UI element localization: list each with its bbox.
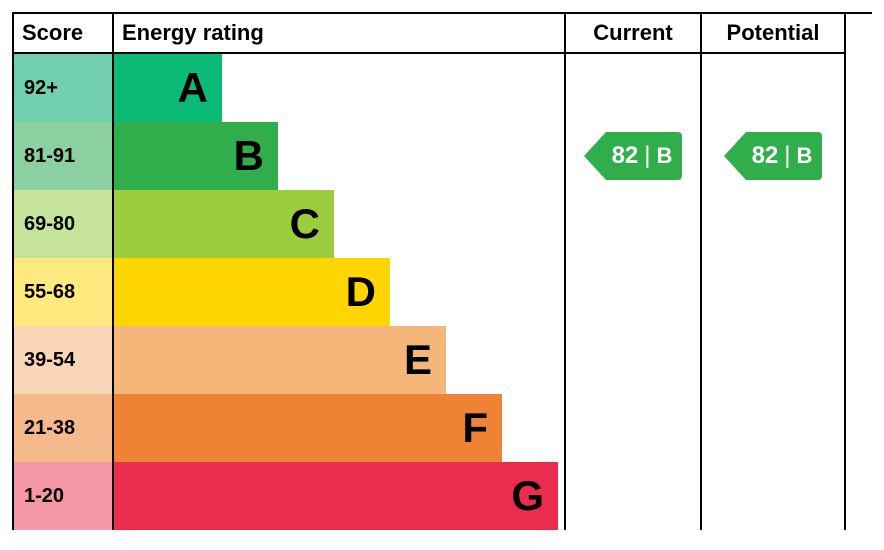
rating-bar-cell: D bbox=[114, 258, 566, 326]
rating-pointer: 82|B bbox=[724, 132, 823, 180]
rating-bar-cell: G bbox=[114, 462, 566, 530]
rating-pointer: 82|B bbox=[584, 132, 683, 180]
rating-bar-f: F bbox=[114, 394, 502, 462]
score-range: 21-38 bbox=[14, 394, 114, 462]
header-rating: Energy rating bbox=[114, 14, 566, 54]
current-cell bbox=[566, 54, 702, 122]
header-potential: Potential bbox=[702, 14, 846, 54]
rating-letter: G bbox=[511, 472, 544, 520]
pointer-score: 82 bbox=[752, 142, 779, 170]
potential-cell bbox=[702, 394, 846, 462]
potential-cell bbox=[702, 190, 846, 258]
current-cell bbox=[566, 462, 702, 530]
rating-bar-cell: C bbox=[114, 190, 566, 258]
rating-bar-cell: F bbox=[114, 394, 566, 462]
current-cell bbox=[566, 326, 702, 394]
potential-cell: 82|B bbox=[702, 122, 846, 190]
header-score: Score bbox=[14, 14, 114, 54]
potential-cell bbox=[702, 462, 846, 530]
rating-letter: E bbox=[404, 336, 432, 384]
rating-bar-cell: E bbox=[114, 326, 566, 394]
potential-cell bbox=[702, 258, 846, 326]
score-range: 1-20 bbox=[14, 462, 114, 530]
score-range: 69-80 bbox=[14, 190, 114, 258]
score-range: 39-54 bbox=[14, 326, 114, 394]
potential-cell bbox=[702, 54, 846, 122]
rating-bar-d: D bbox=[114, 258, 390, 326]
rating-bar-g: G bbox=[114, 462, 558, 530]
pointer-letter: B bbox=[797, 143, 813, 169]
current-cell: 82|B bbox=[566, 122, 702, 190]
rating-bar-b: B bbox=[114, 122, 278, 190]
rating-letter: F bbox=[462, 404, 488, 452]
energy-rating-chart: Score Energy rating Current Potential 92… bbox=[12, 12, 872, 530]
rating-bar-c: C bbox=[114, 190, 334, 258]
rating-bar-e: E bbox=[114, 326, 446, 394]
rating-bar-a: A bbox=[114, 54, 222, 122]
score-range: 55-68 bbox=[14, 258, 114, 326]
rating-letter: C bbox=[290, 200, 320, 248]
rating-letter: D bbox=[346, 268, 376, 316]
score-range: 81-91 bbox=[14, 122, 114, 190]
current-cell bbox=[566, 190, 702, 258]
pointer-letter: B bbox=[657, 143, 673, 169]
rating-bar-cell: A bbox=[114, 54, 566, 122]
rating-letter: A bbox=[178, 64, 208, 112]
potential-cell bbox=[702, 326, 846, 394]
rating-bar-cell: B bbox=[114, 122, 566, 190]
current-cell bbox=[566, 394, 702, 462]
pointer-score: 82 bbox=[612, 142, 639, 170]
header-current: Current bbox=[566, 14, 702, 54]
rating-letter: B bbox=[234, 132, 264, 180]
current-cell bbox=[566, 258, 702, 326]
score-range: 92+ bbox=[14, 54, 114, 122]
